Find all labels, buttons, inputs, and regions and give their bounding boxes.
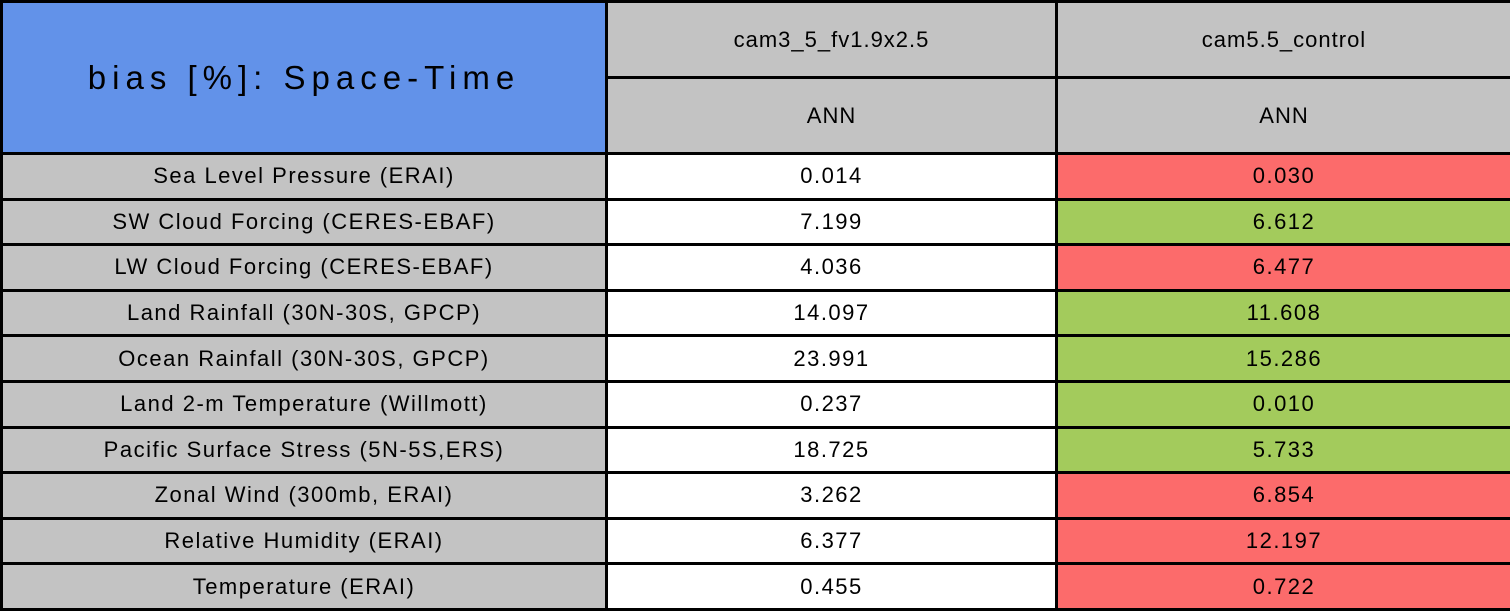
variable-label: Land 2-m Temperature (Willmott) <box>0 379 608 429</box>
bias-value-cell: 23.991 <box>605 334 1058 383</box>
table-row: Land Rainfall (30N-30S, GPCP) 14.097 11.… <box>0 288 1510 338</box>
table-row: Land 2-m Temperature (Willmott) 0.237 0.… <box>0 379 1510 429</box>
bias-value-cell: 18.725 <box>605 425 1058 475</box>
variable-label: Ocean Rainfall (30N-30S, GPCP) <box>0 334 608 383</box>
bias-value-cell: 7.199 <box>605 197 1058 247</box>
variable-label: Pacific Surface Stress (5N-5S,ERS) <box>0 425 608 475</box>
variable-label: SW Cloud Forcing (CERES-EBAF) <box>0 197 608 247</box>
table-title: bias [%]: Space-Time <box>0 0 608 155</box>
table-row: Pacific Surface Stress (5N-5S,ERS) 18.72… <box>0 425 1510 475</box>
bias-value-cell: 0.030 <box>1055 152 1510 201</box>
variable-label: LW Cloud Forcing (CERES-EBAF) <box>0 243 608 292</box>
season-header-row: ANN ANN <box>2 76 1510 155</box>
model-header-1: cam3_5_fv1.9x2.5 <box>605 0 1058 79</box>
bias-value-cell: 0.014 <box>605 152 1058 201</box>
bias-value-cell: 5.733 <box>1055 425 1510 475</box>
variable-label: Land Rainfall (30N-30S, GPCP) <box>0 288 608 338</box>
bias-value-cell: 6.477 <box>1055 243 1510 292</box>
table-row: Zonal Wind (300mb, ERAI) 3.262 6.854 <box>0 471 1510 520</box>
season-header-1: ANN <box>605 76 1058 155</box>
model-header-row: bias [%]: Space-Time cam3_5_fv1.9x2.5 ca… <box>0 0 1510 155</box>
season-header-2: ANN <box>1055 76 1510 155</box>
bias-value-cell: 0.722 <box>1055 562 1510 611</box>
bias-value-cell: 14.097 <box>605 288 1058 338</box>
variable-label: Zonal Wind (300mb, ERAI) <box>0 471 608 520</box>
bias-value-cell: 3.262 <box>605 471 1058 520</box>
bias-value-cell: 12.197 <box>1055 516 1510 566</box>
bias-value-cell: 15.286 <box>1055 334 1510 383</box>
bias-value-cell: 4.036 <box>605 243 1058 292</box>
table-row: Temperature (ERAI) 0.455 0.722 <box>0 562 1510 611</box>
bias-value-cell: 11.608 <box>1055 288 1510 338</box>
bias-value-cell: 6.377 <box>605 516 1058 566</box>
bias-value-cell: 0.455 <box>605 562 1058 611</box>
bias-value-cell: 0.010 <box>1055 379 1510 429</box>
variable-label: Relative Humidity (ERAI) <box>0 516 608 566</box>
variable-label: Sea Level Pressure (ERAI) <box>0 152 608 201</box>
table-row: Sea Level Pressure (ERAI) 0.014 0.030 <box>0 152 1510 201</box>
table-row: Relative Humidity (ERAI) 6.377 12.197 <box>0 516 1510 566</box>
model-header-2: cam5.5_control <box>1055 0 1510 79</box>
table-row: SW Cloud Forcing (CERES-EBAF) 7.199 6.61… <box>0 197 1510 247</box>
bias-value-cell: 0.237 <box>605 379 1058 429</box>
bias-value-cell: 6.612 <box>1055 197 1510 247</box>
variable-label: Temperature (ERAI) <box>0 562 608 611</box>
bias-value-cell: 6.854 <box>1055 471 1510 520</box>
table-row: LW Cloud Forcing (CERES-EBAF) 4.036 6.47… <box>0 243 1510 292</box>
table-row: Ocean Rainfall (30N-30S, GPCP) 23.991 15… <box>0 334 1510 383</box>
